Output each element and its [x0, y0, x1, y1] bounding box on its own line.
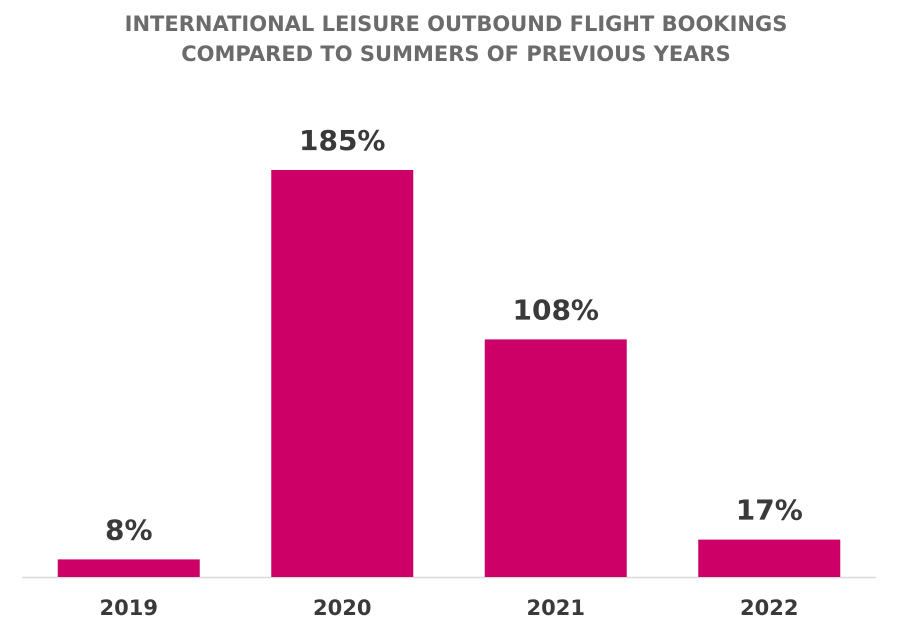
x-tick-label: 2022 [740, 596, 798, 620]
bar [57, 559, 200, 577]
bar [484, 339, 627, 577]
x-tick-label: 2021 [527, 596, 585, 620]
value-label: 108% [512, 293, 599, 326]
bar [698, 539, 841, 577]
value-label: 17% [736, 494, 803, 527]
bar [271, 170, 414, 577]
value-label: 8% [105, 513, 153, 546]
x-tick-label: 2019 [100, 596, 158, 620]
chart-title: INTERNATIONAL LEISURE OUTBOUND FLIGHT BO… [125, 12, 788, 36]
x-tick-label: 2020 [313, 596, 371, 620]
value-label: 185% [299, 124, 386, 157]
chart-title: COMPARED TO SUMMERS OF PREVIOUS YEARS [181, 42, 730, 66]
